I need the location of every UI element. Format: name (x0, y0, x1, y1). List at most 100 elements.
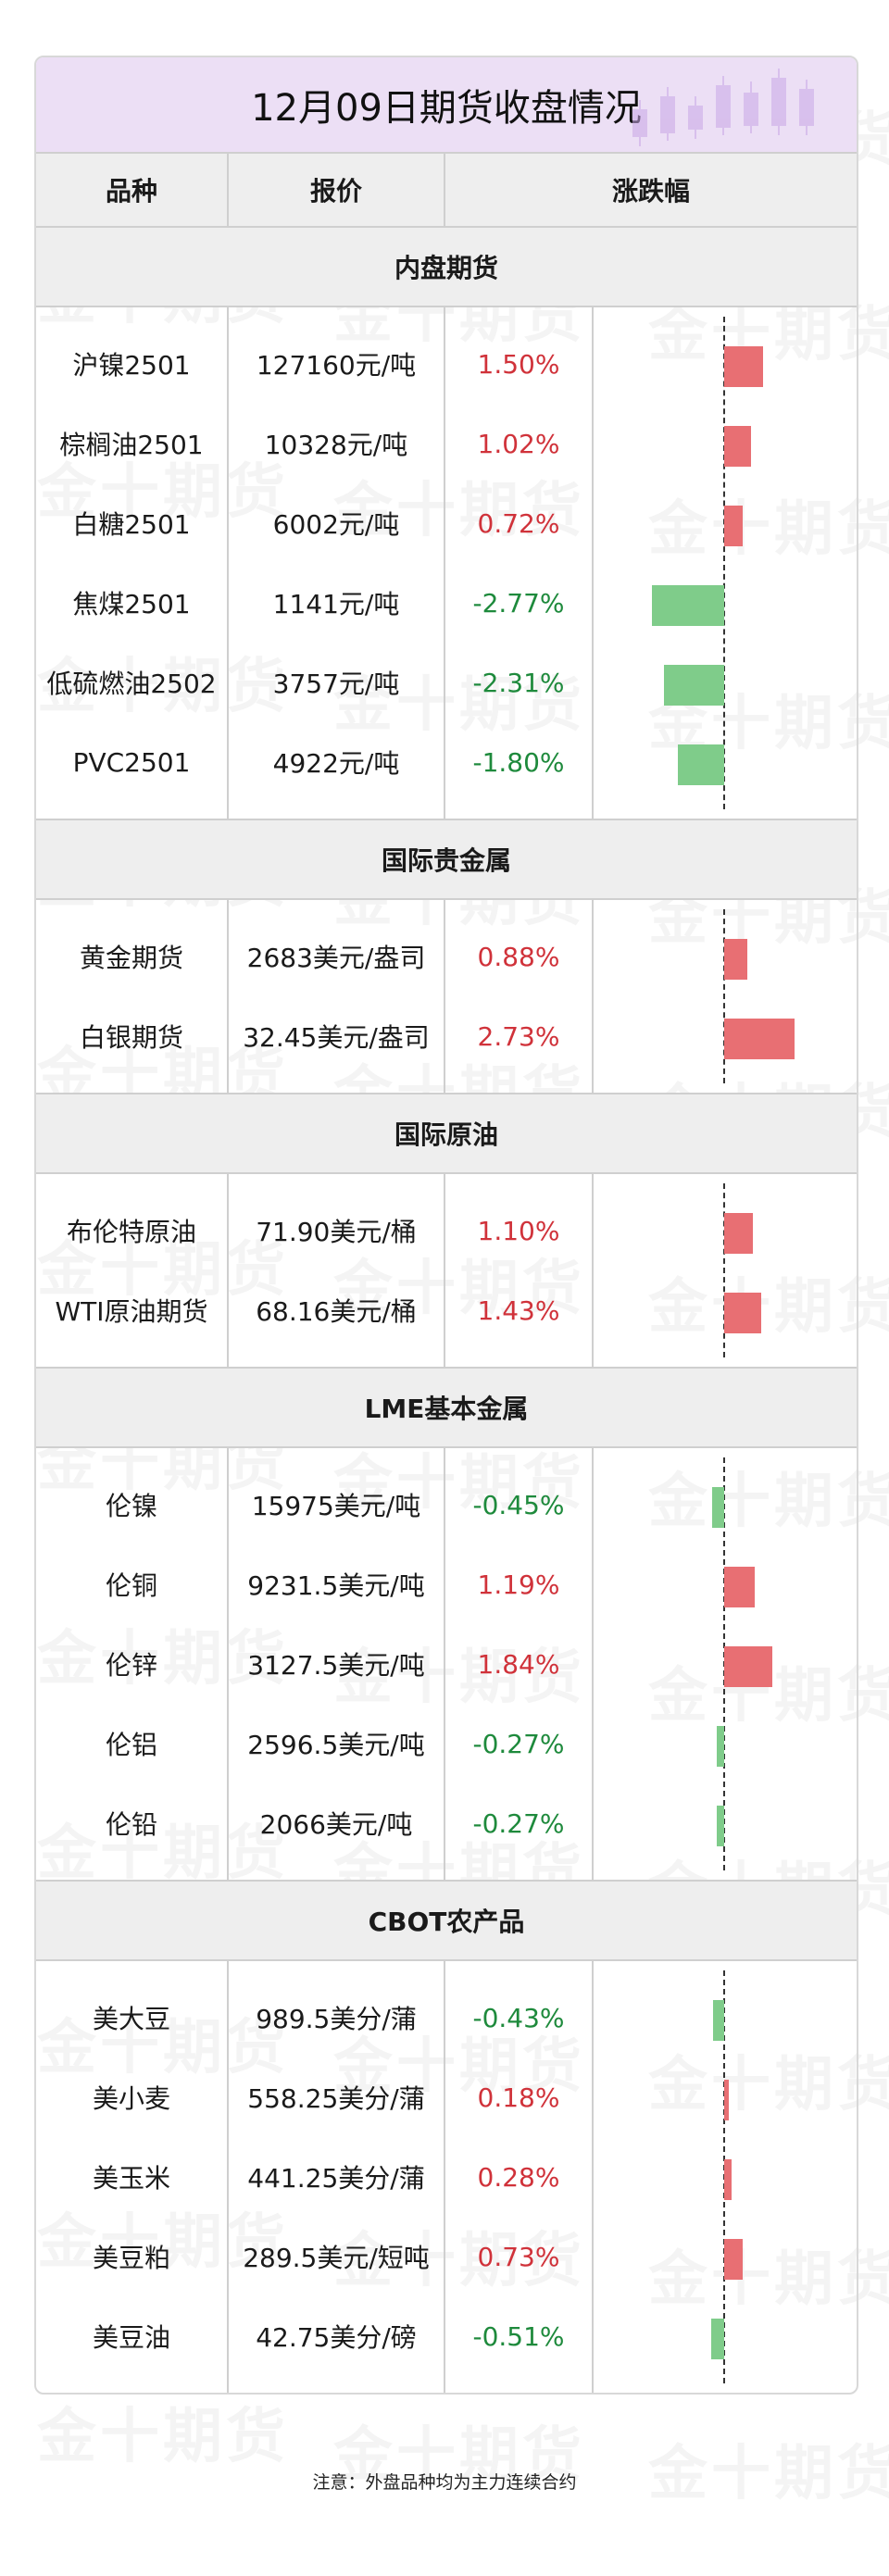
section-title: 内盘期货 (36, 228, 857, 307)
change-bar-cell (594, 722, 857, 802)
change-bar-cell (594, 2217, 857, 2296)
row-price: 68.16美元/桶 (256, 1296, 417, 1327)
page-title: 12月09日期货收盘情况 (251, 87, 642, 130)
row-price: 2066美元/吨 (259, 1809, 413, 1840)
bar-column (594, 900, 857, 1093)
row-price: 9231.5美元/吨 (247, 1570, 425, 1601)
row-change: -2.77% (472, 587, 565, 619)
row-change: -1.80% (472, 746, 565, 778)
row-price: 6002元/吨 (272, 509, 400, 540)
bar-column (594, 307, 857, 819)
name-column: 黄金期货 白银期货 (36, 900, 229, 1093)
row-price: 2683美元/盎司 (246, 943, 426, 973)
change-bar (724, 939, 747, 980)
change-bar (652, 585, 724, 626)
change-bar-cell (594, 324, 857, 404)
row-name: WTI原油期货 (55, 1296, 208, 1327)
row-price: 2596.5美元/吨 (247, 1730, 425, 1760)
change-bar-cell (594, 996, 857, 1076)
section-body: 美大豆 美小麦 美玉米 美豆粕 美豆油 989.5美分/蒲 558.25美分/蒲 441.25… (36, 1961, 857, 2393)
change-bar (724, 1019, 795, 1059)
row-change: 1.50% (477, 348, 560, 380)
row-name: 伦铅 (105, 1809, 157, 1840)
zero-axis-line (723, 1183, 725, 1357)
change-bar (724, 1567, 756, 1607)
row-name: 美豆粕 (92, 2243, 170, 2273)
bar-column (594, 1961, 857, 2393)
row-price: 3127.5美元/吨 (247, 1650, 425, 1681)
row-change: 1.10% (477, 1215, 560, 1246)
header-price: 报价 (229, 154, 445, 226)
row-name: PVC2501 (72, 746, 191, 778)
row-name: 美豆油 (92, 2322, 170, 2353)
row-change: -0.43% (472, 2002, 565, 2033)
price-column: 71.90美元/桶 68.16美元/桶 (229, 1174, 445, 1367)
bar-column (594, 1174, 857, 1367)
change-bar-cell (594, 1704, 857, 1783)
section-title: LME基本金属 (36, 1369, 857, 1448)
header-change: 涨跌幅 (611, 176, 690, 206)
row-change: 0.88% (477, 941, 560, 972)
change-bar (710, 2319, 724, 2359)
row-change: -2.31% (472, 667, 565, 698)
section-body: 沪镍2501 棕榈油2501 白糖2501 焦煤2501 低硫燃油2502 PVC2501… (36, 307, 857, 820)
change-column: 1.10% 1.43% (445, 1174, 594, 1367)
watermark-text: 金十期货 (37, 2389, 289, 2474)
name-column: 伦镍 伦铜 伦锌 伦铝 伦铅 (36, 1448, 229, 1880)
row-change: -0.51% (472, 2320, 565, 2352)
change-bar-cell (594, 1191, 857, 1270)
row-change: 2.73% (477, 1020, 560, 1052)
row-name: 伦镍 (105, 1491, 157, 1521)
row-change: 1.02% (477, 428, 560, 459)
section-title: 国际原油 (36, 1094, 857, 1174)
row-name: 沪镍2501 (72, 350, 191, 381)
row-price: 10328元/吨 (264, 430, 408, 460)
table-header: 品种 报价 涨跌幅 (36, 154, 857, 228)
section-title: CBOT农产品 (36, 1882, 857, 1961)
row-name: 伦铜 (105, 1570, 157, 1601)
change-bar-cell (594, 2296, 857, 2376)
row-name: 棕榈油2501 (59, 430, 204, 460)
row-change: -0.27% (472, 1728, 565, 1759)
row-price: 15975美元/吨 (251, 1491, 421, 1521)
change-bar-cell (594, 1465, 857, 1544)
row-name: 白糖2501 (72, 509, 191, 540)
change-bar (724, 2080, 730, 2120)
price-column: 127160元/吨 10328元/吨 6002元/吨 1141元/吨 3757元/吨 49… (229, 307, 445, 819)
row-change: -0.27% (472, 1807, 565, 1839)
section-title: 国际贵金属 (36, 820, 857, 900)
price-column: 15975美元/吨 9231.5美元/吨 3127.5美元/吨 2596.5美元/吨 2… (229, 1448, 445, 1880)
change-bar (724, 1293, 762, 1333)
price-column: 989.5美分/蒲 558.25美分/蒲 441.25美分/蒲 289.5美元/短吨 4… (229, 1961, 445, 2393)
bar-column (594, 1448, 857, 1880)
row-price: 558.25美分/蒲 (247, 2083, 425, 2114)
name-column: 美大豆 美小麦 美玉米 美豆粕 美豆油 (36, 1961, 229, 2393)
change-bar-cell (594, 917, 857, 996)
row-name: 美小麦 (92, 2083, 170, 2114)
change-bar-cell (594, 2137, 857, 2217)
row-change: 1.19% (477, 1569, 560, 1600)
change-bar-cell (594, 1978, 857, 2057)
row-name: 黄金期货 (79, 943, 183, 973)
change-bar-cell (594, 1544, 857, 1624)
row-change: 1.84% (477, 1648, 560, 1680)
row-change: 0.28% (477, 2161, 560, 2193)
change-bar (712, 2000, 724, 2041)
row-price: 1141元/吨 (272, 589, 400, 619)
change-bar (724, 2239, 744, 2280)
change-column: -0.45% 1.19% 1.84% -0.27% -0.27% (445, 1448, 594, 1880)
change-bar (724, 2159, 732, 2200)
row-change: 0.72% (477, 507, 560, 539)
change-bar-cell (594, 1624, 857, 1704)
page-title-bar: 12月09日期货收盘情况 (36, 57, 857, 154)
change-bar (724, 1646, 772, 1687)
change-bar (712, 1487, 724, 1528)
row-change: 0.18% (477, 2082, 560, 2113)
row-name: 低硫燃油2502 (46, 669, 217, 699)
change-bar (724, 1213, 753, 1254)
zero-axis-line (723, 909, 725, 1083)
header-name: 品种 (36, 154, 229, 226)
futures-table-card: 12月09日期货收盘情况 品种 报价 涨跌幅 内盘期货沪镍2501 棕榈油2501… (34, 56, 858, 2395)
row-name: 伦铝 (105, 1730, 157, 1760)
table-sections: 内盘期货 沪镍2501 棕榈油2501 白糖2501 焦煤2501 低硫燃油2502 PVC… (36, 228, 857, 2393)
